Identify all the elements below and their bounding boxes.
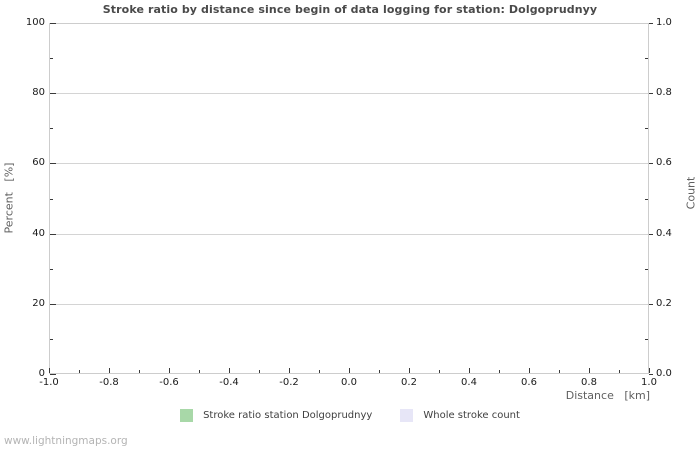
x-tick-label: -1.0	[39, 377, 59, 388]
x-minor-tick	[259, 370, 260, 373]
x-tick-label: -0.8	[99, 377, 119, 388]
y-right-major-tick	[649, 93, 653, 94]
y-right-tick-label: 0.8	[656, 87, 672, 98]
plot-area	[49, 23, 649, 374]
y-right-tick-label: 0.4	[656, 228, 672, 239]
y-left-major-tick	[50, 163, 56, 164]
y-left-major-tick	[50, 374, 56, 375]
y-left-minor-tick	[50, 339, 53, 340]
gridline	[50, 163, 648, 164]
x-major-tick	[589, 368, 590, 373]
y-left-minor-tick	[50, 199, 53, 200]
legend-label-stroke-ratio: Stroke ratio station Dolgoprudnyy	[203, 410, 373, 421]
x-minor-tick	[379, 370, 380, 373]
y-right-minor-tick	[645, 339, 648, 340]
legend-swatch-whole-stroke-count-icon	[400, 409, 414, 422]
y-left-major-tick	[50, 234, 56, 235]
y-left-tick-label: 80	[32, 87, 45, 98]
x-tick-label: 0.0	[341, 377, 357, 388]
x-major-tick	[49, 368, 50, 373]
legend-swatch-stroke-ratio-icon	[180, 409, 194, 422]
x-major-tick	[349, 368, 350, 373]
y-axis-left-title: Percent [%]	[2, 162, 16, 234]
y-right-tick-label: 1.0	[656, 17, 672, 28]
y-left-tick-label: 60	[32, 157, 45, 168]
y-left-tick-label: 20	[32, 298, 45, 309]
y-right-minor-tick	[645, 199, 648, 200]
y-right-major-tick	[649, 163, 653, 164]
y-left-tick-label: 100	[25, 17, 45, 28]
x-tick-label: 0.8	[581, 377, 597, 388]
x-tick-label: 0.4	[461, 377, 477, 388]
x-minor-tick	[79, 370, 80, 373]
y-right-tick-label: 0.6	[656, 157, 672, 168]
y-right-tick-label: 0.2	[656, 298, 672, 309]
x-tick-label: -0.2	[279, 377, 299, 388]
x-tick-label: 0.2	[401, 377, 417, 388]
x-tick-label: 1.0	[641, 377, 657, 388]
gridline	[50, 234, 648, 235]
legend-item-whole-stroke-count: Whole stroke count	[400, 409, 520, 422]
x-minor-tick	[499, 370, 500, 373]
x-major-tick	[109, 368, 110, 373]
y-left-tick-label: 0	[38, 368, 45, 379]
x-minor-tick	[319, 370, 320, 373]
x-minor-tick	[439, 370, 440, 373]
x-minor-tick	[619, 370, 620, 373]
y-right-minor-tick	[645, 269, 648, 270]
y-axis-right-title: Count	[684, 176, 698, 210]
y-right-major-tick	[649, 23, 653, 24]
x-minor-tick	[199, 370, 200, 373]
legend-item-stroke-ratio: Stroke ratio station Dolgoprudnyy	[180, 409, 372, 422]
x-major-tick	[289, 368, 290, 373]
x-minor-tick	[559, 370, 560, 373]
x-major-tick	[169, 368, 170, 373]
y-left-minor-tick	[50, 58, 53, 59]
x-major-tick	[649, 368, 650, 373]
gridline	[50, 304, 648, 305]
y-left-major-tick	[50, 23, 56, 24]
chart-legend: Stroke ratio station Dolgoprudnyy Whole …	[0, 409, 700, 422]
y-right-major-tick	[649, 374, 653, 375]
x-minor-tick	[139, 370, 140, 373]
x-tick-label: -0.4	[219, 377, 239, 388]
x-major-tick	[469, 368, 470, 373]
y-right-major-tick	[649, 304, 653, 305]
y-right-tick-label: 0.0	[656, 368, 672, 379]
y-right-minor-tick	[645, 128, 648, 129]
chart-title: Stroke ratio by distance since begin of …	[102, 3, 598, 16]
x-major-tick	[529, 368, 530, 373]
y-right-major-tick	[649, 234, 653, 235]
y-left-major-tick	[50, 304, 56, 305]
y-right-minor-tick	[645, 58, 648, 59]
y-left-minor-tick	[50, 269, 53, 270]
x-major-tick	[229, 368, 230, 373]
watermark-text: www.lightningmaps.org	[4, 435, 128, 447]
x-tick-label: 0.6	[521, 377, 537, 388]
x-axis-title: Distance [km]	[565, 389, 650, 402]
y-left-minor-tick	[50, 128, 53, 129]
x-major-tick	[409, 368, 410, 373]
y-left-tick-label: 40	[32, 228, 45, 239]
x-tick-label: -0.6	[159, 377, 179, 388]
y-left-major-tick	[50, 93, 56, 94]
gridline	[50, 93, 648, 94]
legend-label-whole-stroke-count: Whole stroke count	[423, 410, 520, 421]
